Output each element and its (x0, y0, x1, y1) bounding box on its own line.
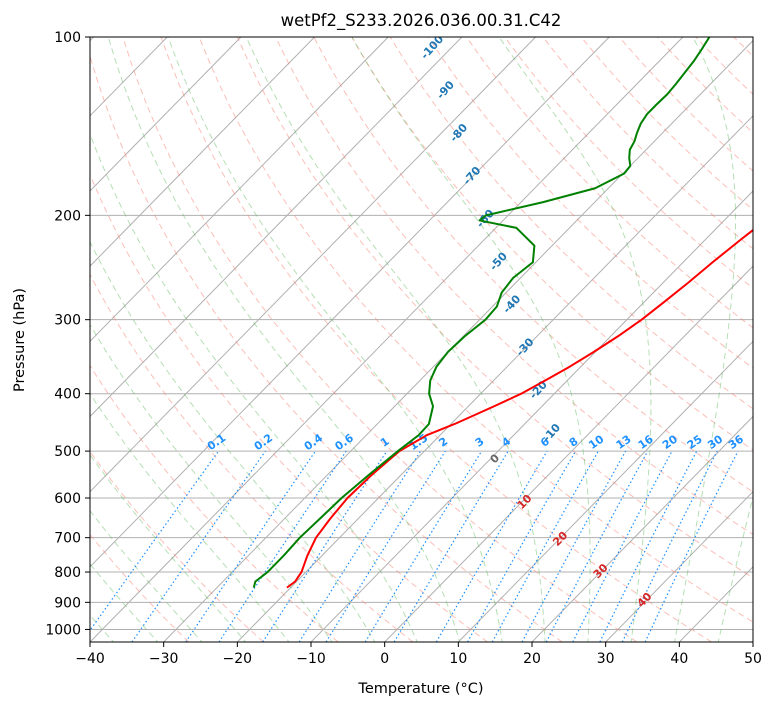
dry-adiabat-line (122, 37, 638, 642)
dry-adiabat-line (313, 37, 753, 493)
y-tick-label: 600 (54, 491, 81, 507)
dewpoint-profile-line (252, 37, 711, 588)
mixing-ratio-line (466, 450, 577, 642)
mixing-ratio-lines (90, 450, 739, 642)
isotherm-line (90, 37, 315, 267)
isotherm-line (90, 37, 536, 493)
dry-adiabats (90, 37, 753, 642)
mixing-ratio-line (262, 450, 388, 642)
moist-adiabat-line (717, 494, 753, 642)
moist-adiabat-line (90, 392, 290, 642)
isotherm-line (236, 115, 753, 642)
x-tick-label: 40 (670, 651, 688, 667)
x-tick-label: −30 (149, 651, 179, 667)
y-tick-label: 1000 (45, 622, 81, 638)
y-tick-label: 300 (54, 313, 81, 329)
moist-adiabat-line (498, 37, 652, 642)
dry-adiabat-line (160, 37, 712, 642)
mixing-ratio-line (131, 450, 266, 642)
y-tick-label: 100 (54, 30, 81, 46)
y-tick-label: 500 (54, 444, 81, 460)
dry-adiabat-line (90, 450, 264, 642)
y-axis: 100 200 300 400 500 600 700 800 900 1000 (45, 30, 90, 638)
chart-title: wetPf2_S233.2026.036.00.31.C42 (281, 11, 562, 31)
isotherm-line (384, 265, 753, 642)
y-tick-label: 400 (54, 387, 81, 403)
x-tick-label: 20 (523, 651, 541, 667)
isotherm-line (310, 190, 753, 642)
y-tick-label: 900 (54, 595, 81, 611)
x-axis: −40 −30 −20 −10 0 10 20 30 40 50 (75, 642, 762, 667)
x-tick-label: −20 (223, 651, 253, 667)
x-tick-label: −10 (296, 651, 326, 667)
isotherm-line (531, 415, 753, 642)
moist-adiabat-line (167, 37, 503, 642)
isotherm-line (605, 490, 753, 642)
x-tick-label: 10 (449, 651, 467, 667)
isotherm-line (90, 37, 242, 192)
isotherm-line (90, 37, 610, 568)
mixing-ratio-line (599, 450, 698, 642)
sounding-series (252, 37, 753, 589)
dry-adiabat-line (198, 37, 753, 623)
x-tick-label: 0 (380, 651, 389, 667)
dry-adiabat-line (275, 37, 753, 536)
moist-adiabat-line (351, 37, 591, 642)
y-axis-title: Pressure (hPa) (12, 288, 28, 392)
moist-adiabat-line (107, 37, 461, 642)
dry-adiabat-line (90, 364, 339, 642)
mixing-ratio-line (218, 450, 347, 642)
moist-adiabat-line (90, 323, 333, 642)
mixing-ratio-line (521, 450, 627, 642)
y-tick-label: 200 (54, 208, 81, 224)
dry-adiabat-line (427, 37, 753, 369)
isotherm-line (457, 340, 753, 642)
moist-adiabat-line (90, 132, 418, 642)
dry-adiabat-line (90, 173, 488, 642)
mixing-ratio-line (298, 450, 422, 642)
dry-adiabat-line (236, 37, 753, 579)
mixing-ratio-line (364, 450, 483, 642)
mixing-ratio-line (90, 450, 220, 632)
x-tick-label: −40 (75, 651, 105, 667)
mixing-ratio-line (545, 450, 649, 642)
isotherm-line (90, 37, 463, 418)
y-tick-label: 800 (54, 565, 81, 581)
mixing-ratio-line (621, 450, 718, 642)
dry-adiabat-line (351, 37, 753, 451)
moist-adiabat-line (674, 37, 737, 642)
dry-adiabat-line (90, 54, 563, 642)
isotherm-line (90, 37, 684, 642)
moist-adiabat-line (90, 240, 376, 642)
plot-frame (89, 36, 754, 643)
mixing-ratio-line (185, 450, 316, 642)
temperature-profile-line (286, 228, 753, 589)
mixing-ratio-line (491, 450, 599, 642)
y-tick-label: 700 (54, 531, 81, 547)
x-tick-label: 30 (597, 651, 615, 667)
dry-adiabat-line (389, 37, 753, 410)
dry-adiabat-line (466, 37, 753, 329)
x-axis-title: Temperature (°C) (357, 681, 483, 697)
dry-adiabat-line (90, 273, 414, 642)
x-tick-label: 50 (744, 651, 762, 667)
moist-adiabat-line (90, 453, 247, 642)
